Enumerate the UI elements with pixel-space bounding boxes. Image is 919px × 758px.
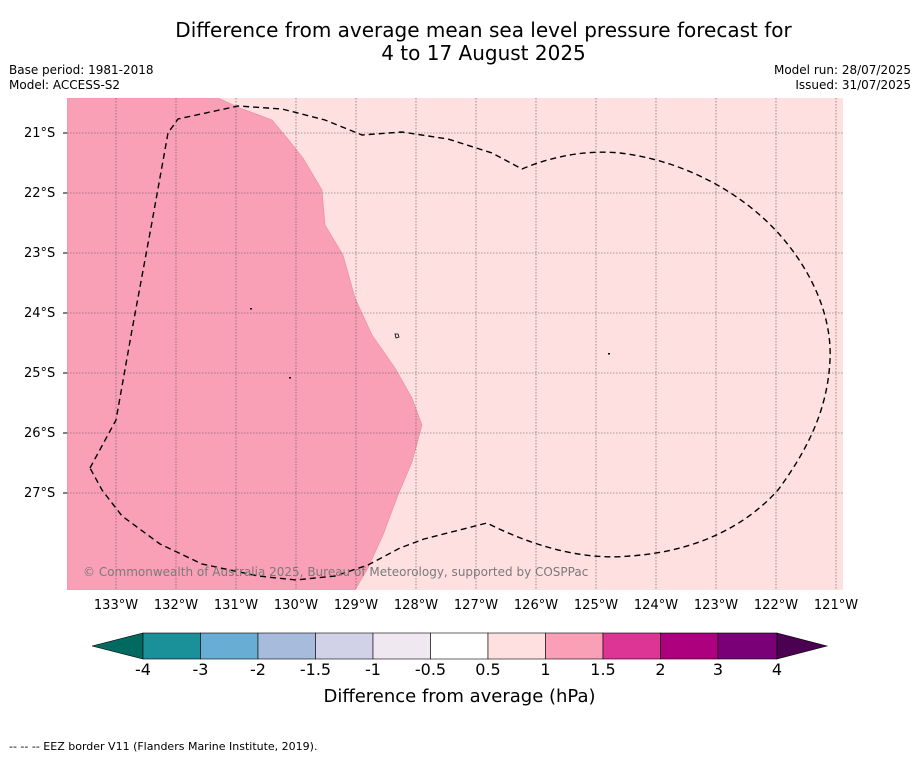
colorbar-under-triangle: [91, 632, 144, 660]
lon-label-132w: 132°W: [153, 598, 199, 613]
eez-border: [89, 105, 831, 581]
island-dot: [289, 377, 291, 379]
lat-label-25s: 25°S: [24, 366, 56, 381]
lon-label-125w: 125°W: [573, 598, 619, 613]
island-dot: [608, 353, 610, 355]
colorbar-tick: 4: [771, 660, 783, 679]
colorbar-over-triangle: [776, 632, 829, 660]
colorbar-tick: -3: [192, 660, 209, 679]
island-dot: [250, 308, 252, 310]
lat-label-24s: 24°S: [24, 306, 56, 321]
colorbar-label: Difference from average (hPa): [323, 686, 596, 707]
lon-label-121w: 121°W: [813, 598, 859, 613]
lat-label-23s: 23°S: [24, 246, 56, 261]
colorbar-tick: 1.5: [590, 660, 616, 679]
lat-label-21s: 21°S: [24, 126, 56, 141]
region-1-to-1.5: [67, 98, 423, 590]
island-outline: [394, 333, 400, 339]
colorbar-tick: 3: [712, 660, 724, 679]
colorbar-segment: [660, 632, 719, 660]
lat-label-26s: 26°S: [24, 426, 56, 441]
colorbar-segment: [430, 632, 489, 660]
colorbar-segment: [487, 632, 546, 660]
map-title-line-1: Difference from average mean sea level p…: [175, 18, 792, 42]
lat-label-22s: 22°S: [24, 186, 56, 201]
colorbar-segment: [142, 632, 201, 660]
lon-label-131w: 131°W: [213, 598, 259, 613]
copyright-notice: © Commonwealth of Australia 2025, Bureau…: [83, 565, 589, 579]
colorbar-segment: [602, 632, 661, 660]
lon-label-128w: 128°W: [393, 598, 439, 613]
colorbar-segment: [315, 632, 374, 660]
colorbar-tick: -1: [365, 660, 381, 679]
lon-label-123w: 123°W: [693, 598, 739, 613]
lon-label-122w: 122°W: [753, 598, 799, 613]
colorbar-tick: -4: [135, 660, 151, 679]
colorbar-segment: [257, 632, 316, 660]
map-title-line-2: 4 to 17 August 2025: [381, 41, 586, 65]
colorbar-tick: 1: [540, 660, 551, 679]
lon-label-124w: 124°W: [633, 598, 679, 613]
base-period-label: Base period: 1981-2018: [9, 63, 154, 77]
colorbar-segment: [372, 632, 431, 660]
lon-label-130w: 130°W: [273, 598, 319, 613]
colorbar-segment: [545, 632, 604, 660]
colorbar-segment: [200, 632, 259, 660]
lon-label-133w: 133°W: [93, 598, 139, 613]
lon-label-126w: 126°W: [513, 598, 559, 613]
model-label: Model: ACCESS-S2: [9, 78, 121, 92]
colorbar-segment: [717, 632, 778, 660]
colorbar-tick: 0.5: [475, 660, 501, 679]
lat-label-27s: 27°S: [24, 486, 56, 501]
lon-label-129w: 129°W: [333, 598, 379, 613]
colorbar: [91, 632, 829, 660]
graticule: [67, 98, 843, 590]
colorbar-tick: -0.5: [414, 660, 447, 679]
eez-legend-footer: -- -- -- EEZ border V11 (Flanders Marine…: [9, 740, 318, 753]
axis-ticks: [63, 132, 67, 494]
lon-label-127w: 127°W: [453, 598, 499, 613]
colorbar-tick: -1.5: [299, 660, 332, 679]
colorbar-tick: 2: [655, 660, 666, 679]
issued-label: Issued: 31/07/2025: [795, 78, 911, 92]
model-run-label: Model run: 28/07/2025: [773, 63, 911, 77]
colorbar-tick: -2: [250, 660, 266, 679]
